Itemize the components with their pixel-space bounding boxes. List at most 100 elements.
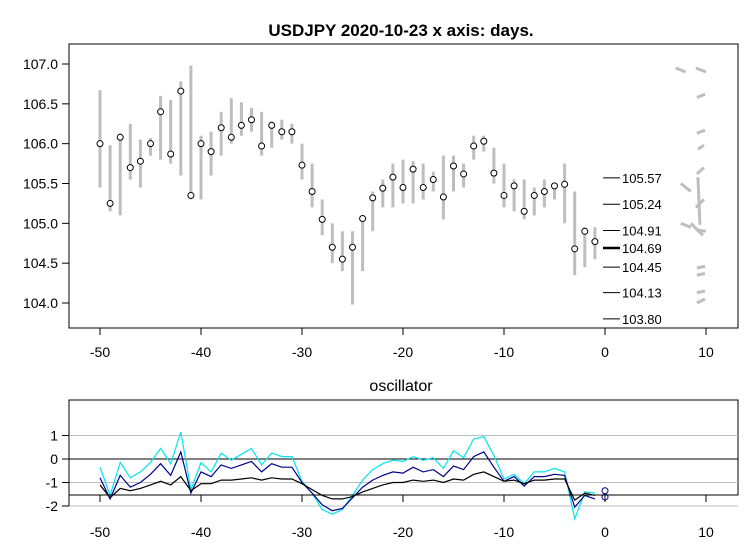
close-point	[591, 238, 599, 246]
close-point	[126, 164, 134, 172]
close-point	[288, 128, 296, 136]
close-point	[520, 207, 528, 215]
projection-segment	[697, 144, 705, 151]
close-point	[540, 187, 548, 195]
level-label: 103.80	[622, 312, 662, 327]
projection-segment	[689, 222, 705, 237]
close-point	[561, 180, 569, 188]
close-point	[389, 173, 397, 181]
close-point	[460, 170, 468, 178]
y-tick-label: 0	[50, 451, 58, 467]
oscillator-y-axis: -2 -1 0 1	[46, 428, 70, 514]
y-tick-label: 107.0	[23, 56, 58, 72]
x-tick-label: 0	[601, 524, 609, 540]
close-point	[349, 243, 356, 251]
x-tick-label: -20	[393, 524, 413, 540]
oscillator-series-line	[99, 471, 596, 501]
close-point	[338, 255, 346, 263]
close-point	[510, 182, 518, 190]
close-point	[359, 215, 367, 223]
close-point	[409, 165, 417, 173]
y-tick-label: 104.5	[23, 255, 58, 271]
level-lines: 105.57 105.24 104.91 104.69 104.45 104.13 103.…	[603, 171, 662, 327]
y-tick-label: 104.0	[23, 295, 58, 311]
close-point	[429, 176, 437, 184]
projection-segment	[696, 272, 706, 277]
x-tick-label: -10	[494, 524, 514, 540]
close-point	[96, 140, 104, 148]
oscillator-end-marker	[601, 487, 609, 495]
main-chart-title: USDJPY 2020-10-23 x axis: days.	[268, 21, 533, 40]
close-point	[167, 150, 175, 158]
close-point	[248, 116, 255, 124]
close-point	[379, 184, 387, 192]
projection-segment	[696, 92, 706, 99]
close-point	[197, 140, 205, 148]
close-point	[177, 87, 185, 95]
x-tick-label: -20	[393, 344, 413, 360]
close-point	[500, 191, 508, 199]
close-point	[369, 194, 377, 202]
level-label: 105.57	[622, 171, 662, 186]
close-point	[217, 124, 225, 132]
close-point	[298, 161, 306, 169]
projection-segment	[696, 264, 706, 270]
close-point	[268, 121, 276, 129]
close-point	[207, 148, 215, 156]
y-tick-label: -1	[46, 475, 59, 491]
oscillator-lines	[99, 431, 596, 522]
level-label: 105.24	[622, 197, 662, 212]
oscillator-series-line	[99, 450, 596, 512]
close-point	[258, 142, 266, 150]
close-point	[581, 227, 589, 235]
x-tick-label: 0	[601, 344, 609, 360]
close-point	[571, 245, 579, 253]
x-tick-label: 10	[698, 344, 714, 360]
close-point	[308, 187, 316, 195]
y-tick-label: 106.5	[23, 96, 58, 112]
projection-segment	[696, 177, 702, 225]
projection-segment	[675, 66, 687, 74]
main-x-axis: -50 -40 -30 -20 -10 0 10	[90, 327, 714, 360]
level-label: 104.45	[622, 260, 662, 275]
projection-segment	[696, 128, 706, 135]
close-point	[136, 157, 144, 165]
main-y-axis: 104.0 104.5 105.0 105.5 106.0 106.5 107.0	[23, 56, 70, 311]
projection-segment	[695, 66, 707, 74]
close-point	[187, 191, 195, 199]
level-label: 104.13	[622, 286, 662, 301]
close-point	[470, 142, 478, 150]
x-tick-label: 10	[698, 524, 714, 540]
x-tick-label: -10	[494, 344, 514, 360]
projection-segment	[680, 221, 692, 229]
x-tick-label: -50	[90, 524, 110, 540]
close-point	[530, 191, 538, 199]
oscillator-title: oscillator	[369, 378, 433, 395]
x-tick-label: -30	[292, 524, 312, 540]
range-bars	[98, 65, 597, 305]
y-tick-label: -2	[46, 498, 59, 514]
projection-segment	[696, 297, 706, 305]
close-point	[227, 133, 235, 141]
y-tick-label: 106.0	[23, 136, 58, 152]
close-point	[106, 199, 114, 207]
x-tick-label: -50	[90, 344, 110, 360]
close-point	[278, 128, 286, 136]
close-point	[157, 108, 165, 116]
y-tick-label: 105.5	[23, 176, 58, 192]
close-point	[419, 183, 427, 191]
oscillator-plot-frame	[68, 399, 739, 496]
close-point	[116, 133, 124, 141]
projection-segments	[675, 66, 707, 305]
close-point	[237, 121, 245, 129]
close-point	[551, 182, 558, 190]
close-point	[399, 183, 407, 191]
close-point	[450, 162, 457, 170]
close-point	[318, 215, 326, 223]
close-points	[96, 87, 599, 263]
close-point	[328, 243, 336, 251]
close-point	[490, 169, 498, 177]
close-point	[147, 140, 154, 148]
x-tick-label: -40	[191, 344, 211, 360]
